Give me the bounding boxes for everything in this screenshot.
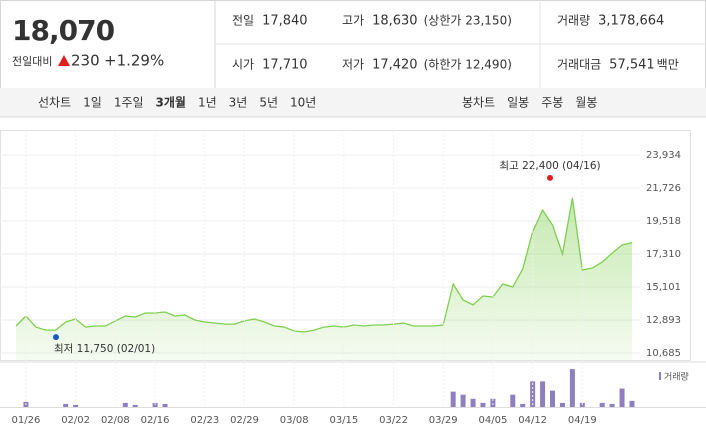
y-tick-label: 15,101 — [646, 282, 681, 293]
y-tick-label: 19,518 — [646, 216, 681, 227]
period-tab[interactable]: 1년 — [198, 96, 217, 110]
up-arrow — [58, 55, 70, 66]
stat-unit: 백만 — [657, 58, 679, 72]
stat-label: 시가 — [232, 58, 254, 72]
volume-bar — [550, 390, 556, 407]
volume-bar — [480, 402, 486, 407]
stat-label: 전일 — [232, 14, 254, 28]
stat-extra: (상한가 23,150) — [424, 14, 512, 28]
volume-bar — [569, 369, 575, 407]
stat-value: 3,178,664 — [598, 14, 664, 29]
volume-bar — [609, 403, 615, 407]
x-tick-label: 03/15 — [329, 415, 358, 426]
toolbar — [0, 88, 706, 117]
tab-label: 선차트 — [38, 96, 71, 110]
volume-bar — [510, 394, 516, 407]
period-tab[interactable]: 10년 — [290, 96, 316, 110]
y-tick-label: 10,685 — [646, 348, 681, 359]
volume-bar — [63, 403, 69, 407]
volume-bar — [132, 404, 138, 407]
period-tab[interactable]: 5년 — [259, 96, 278, 110]
x-tick-label: 04/19 — [568, 415, 597, 426]
x-tick-label: 04/05 — [478, 415, 507, 426]
candle-tab[interactable]: 일봉 — [507, 96, 529, 110]
stat-value: 17,840 — [262, 14, 308, 29]
x-tick-label: 03/08 — [280, 415, 309, 426]
x-tick-label: 02/29 — [230, 415, 259, 426]
volume-bar — [629, 400, 635, 407]
extreme-marker — [53, 334, 59, 341]
x-tick-label: 02/23 — [190, 415, 219, 426]
y-tick-label: 12,893 — [646, 315, 681, 326]
stat-value: 57,541 — [609, 58, 655, 73]
tab-label: 봉차트 — [462, 96, 495, 110]
stat-label: 거래량 — [557, 14, 590, 28]
volume-bar — [530, 381, 536, 407]
volume-bar — [470, 398, 476, 407]
legend-swatch — [659, 372, 661, 380]
x-tick-label: 02/16 — [141, 415, 170, 426]
period-tab[interactable]: 1일 — [83, 96, 102, 110]
volume-bar — [73, 404, 79, 407]
volume-bar — [520, 403, 526, 407]
period-tab[interactable]: 3년 — [229, 96, 248, 110]
volume-bar — [460, 394, 466, 407]
period-tab[interactable]: 3개월 — [156, 95, 186, 110]
volume-label: 거래량 — [664, 371, 689, 383]
stat-label: 거래대금 — [557, 58, 601, 72]
extreme-label: 최저 11,750 (02/01) — [54, 343, 155, 355]
candle-tab[interactable]: 월봉 — [575, 96, 597, 110]
y-tick-label: 17,310 — [646, 249, 681, 260]
y-tick-label: 23,934 — [646, 150, 681, 161]
tabs: 선차트 1일 1주일 3개월 1년 3년 5년 10년 봉차트 일봉 주봉 월봉 — [38, 95, 597, 110]
volume-bar — [490, 398, 496, 407]
extreme-label: 최고 22,400 (04/16) — [499, 160, 600, 172]
x-tick-label: 04/12 — [518, 415, 547, 426]
change-pct: +1.29% — [104, 52, 164, 70]
stat-value: 17,420 — [372, 58, 418, 73]
extreme-marker — [547, 174, 553, 181]
stat-value: 18,630 — [372, 14, 418, 29]
volume-bar — [450, 391, 456, 407]
x-tick-label: 01/26 — [12, 415, 41, 426]
plot-frame — [0, 130, 691, 361]
x-tick-label: 03/29 — [429, 415, 458, 426]
x-tick-label: 02/08 — [101, 415, 130, 426]
y-tick-label: 21,726 — [646, 183, 681, 194]
price-area — [16, 198, 632, 360]
plot: 23,934 21,726 19,518 17,310 15,101 12,893 10,6… — [0, 130, 706, 426]
change-label: 전일대비 — [12, 54, 52, 68]
price-line — [15, 197, 633, 333]
change: 230 — [71, 52, 100, 70]
stat-value: 17,710 — [262, 58, 308, 73]
volume-bar — [599, 402, 605, 407]
volume-bar — [619, 388, 625, 407]
stat-extra: (하한가 12,490) — [424, 58, 512, 72]
volume-bar — [540, 381, 546, 407]
volume-bar — [162, 403, 168, 407]
x-tick-label: 03/22 — [379, 415, 408, 426]
period-tab[interactable]: 1주일 — [114, 96, 144, 110]
stat-label: 고가 — [342, 14, 364, 28]
candle-tab[interactable]: 주봉 — [541, 96, 563, 110]
volume-bar — [122, 402, 128, 407]
stat-label: 저가 — [342, 58, 364, 72]
volume-bar — [559, 402, 565, 407]
x-tick-label: 02/02 — [61, 415, 90, 426]
price: 18,070 — [12, 14, 115, 47]
